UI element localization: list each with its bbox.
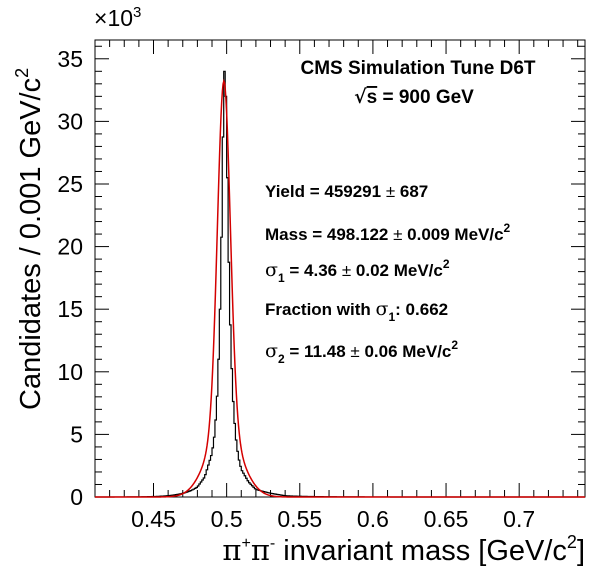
annotation-energy: √s = 900 GeV — [354, 86, 474, 108]
x-tick-label: 0.7 — [503, 506, 535, 532]
annotation-title: CMS Simulation Tune D6T — [300, 58, 535, 79]
y-tick-label: 35 — [57, 46, 83, 72]
y-tick-label: 20 — [57, 234, 83, 260]
y-tick-label: 30 — [57, 108, 83, 134]
axis-ticks — [94, 40, 585, 498]
y-tick-labels: 0 5 10 15 20 25 30 35 — [57, 46, 83, 510]
y-tick-label: 10 — [57, 359, 83, 385]
x-tick-labels: 0.45 0.5 0.55 0.6 0.65 0.7 — [131, 506, 535, 532]
y-tick-label: 15 — [57, 296, 83, 322]
histogram-series — [95, 70, 585, 498]
x-tick-label: 0.65 — [424, 506, 469, 532]
y-tick-label: 25 — [57, 171, 83, 197]
x-tick-label: 0.6 — [357, 506, 389, 532]
x-tick-label: 0.5 — [211, 506, 243, 532]
y-tick-label: 5 — [70, 421, 83, 447]
annotation-mass: Mass = 498.122 ± 0.009 MeV/c2 — [265, 221, 511, 244]
annotation-fraction: Fraction with σ1: 0.662 — [265, 298, 448, 324]
fit-curve — [95, 78, 585, 498]
annotation-sigma2: σ2 = 11.48 ± 0.06 MeV/c2 — [265, 338, 458, 366]
y-multiplier: ×103 — [94, 4, 141, 31]
annotation-sigma1: σ1 = 4.36 ± 0.02 MeV/c2 — [265, 257, 450, 285]
x-axis-title: π+π- invariant mass [GeV/c2] — [222, 532, 585, 567]
annotation-yield: Yield = 459291 ± 687 — [265, 182, 428, 201]
x-tick-label: 0.55 — [277, 506, 322, 532]
y-axis-title: Candidates / 0.001 GeV/c2 — [12, 68, 47, 410]
y-tick-label: 0 — [70, 484, 83, 510]
x-tick-label: 0.45 — [131, 506, 176, 532]
